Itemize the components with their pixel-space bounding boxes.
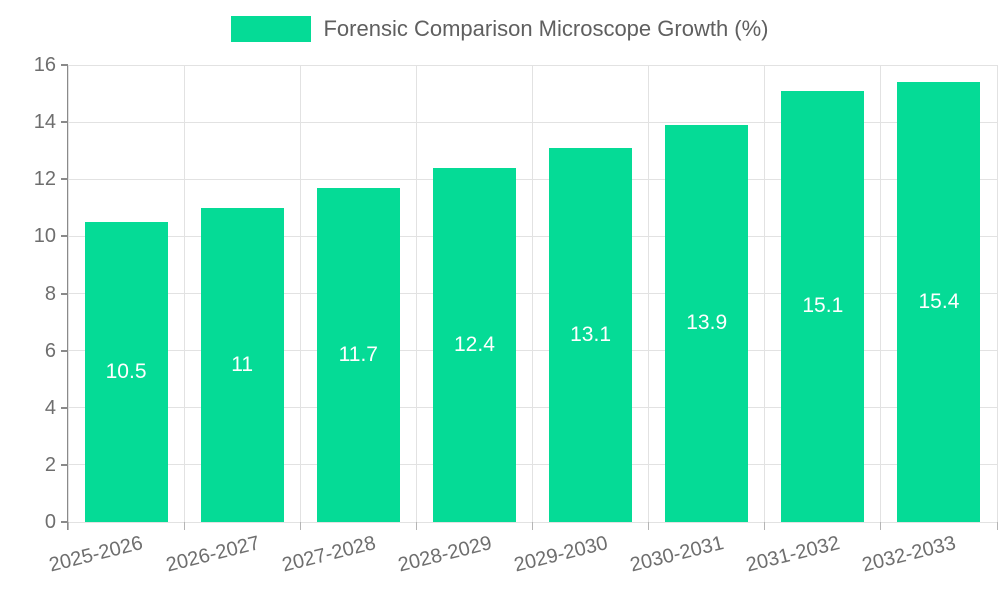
v-gridline [67,65,69,522]
x-axis-tick [415,522,417,530]
x-axis-tick [183,522,185,530]
bar-value-label: 10.5 [105,360,147,384]
y-axis-tick-label: 12 [33,168,56,191]
bar-value-label: 12.4 [454,332,495,356]
x-axis-tick [880,522,882,530]
v-gridline [996,65,998,522]
y-axis-tick [61,235,68,238]
bar-value-label: 11.7 [338,342,378,366]
y-axis-tick-label: 0 [44,511,56,533]
bar: 11.7 [316,187,400,522]
legend-swatch-icon [231,16,312,42]
x-axis-category-label: 2025-2026 [47,532,146,577]
y-axis-tick [61,121,68,124]
y-axis-tick [61,463,68,466]
x-axis-tick [67,522,69,530]
bar: 13.1 [549,147,633,522]
v-gridline [183,65,185,522]
y-axis-tick [61,64,68,66]
bar-value-label: 11 [231,352,254,376]
x-axis-tick [299,522,301,530]
bar: 11 [200,207,284,522]
y-axis-tick-label: 14 [33,111,56,134]
plot-area: 10.5 11 11.7 12.4 13.1 13.9 15.1 15.4 2025-2026 2… [47,64,998,576]
x-axis-category-label: 2027-2028 [279,532,378,577]
legend-item[interactable]: Forensic Comparison Microscope Growth (%… [231,16,769,42]
x-axis-tick [648,522,650,530]
y-axis-tick-label: 16 [33,54,56,76]
legend: Forensic Comparison Microscope Growth (%… [0,16,1000,42]
bar-value-label: 13.1 [570,322,611,346]
x-axis-category-label: 2029-2030 [511,532,610,577]
v-gridline [764,65,766,522]
x-axis-tick [996,522,998,530]
x-axis-category-label: 2026-2027 [163,532,262,577]
y-axis-tick-label: 8 [44,282,56,305]
x-axis-tick [764,522,766,530]
bar: 10.5 [84,222,168,522]
x-axis-category-label: 2028-2029 [395,532,494,577]
y-axis-tick [61,178,68,181]
y-axis-labels: 0 2 4 6 8 10 12 14 16 [0,54,56,533]
bar: 12.4 [432,167,516,522]
bar: 15.4 [897,82,981,522]
bar: 13.9 [665,124,749,522]
y-axis-tick-label: 2 [44,453,56,476]
y-axis-tick-label: 4 [44,396,56,419]
x-axis-category-label: 2031-2032 [743,532,843,577]
v-gridline [880,65,882,522]
x-axis-category-label: 2030-2031 [627,532,727,577]
y-axis-tick-label: 6 [44,339,56,362]
y-axis-tick [61,406,68,409]
x-axis-tick [532,522,533,530]
v-gridline [648,65,650,522]
v-gridline [415,65,417,522]
v-gridline [532,65,533,522]
y-axis-tick [61,292,68,295]
bar-value-label: 15.1 [802,294,844,318]
y-axis-tick-label: 10 [33,225,56,248]
legend-label: Forensic Comparison Microscope Growth (%… [323,16,769,41]
x-axis-category-label: 2032-2033 [860,532,959,577]
bar: 15.1 [781,90,865,522]
y-axis-tick [61,349,68,352]
bar-value-label: 13.9 [686,311,728,335]
v-gridline [299,65,301,522]
y-axis-tick [61,521,68,523]
bar-value-label: 15.4 [918,290,960,314]
